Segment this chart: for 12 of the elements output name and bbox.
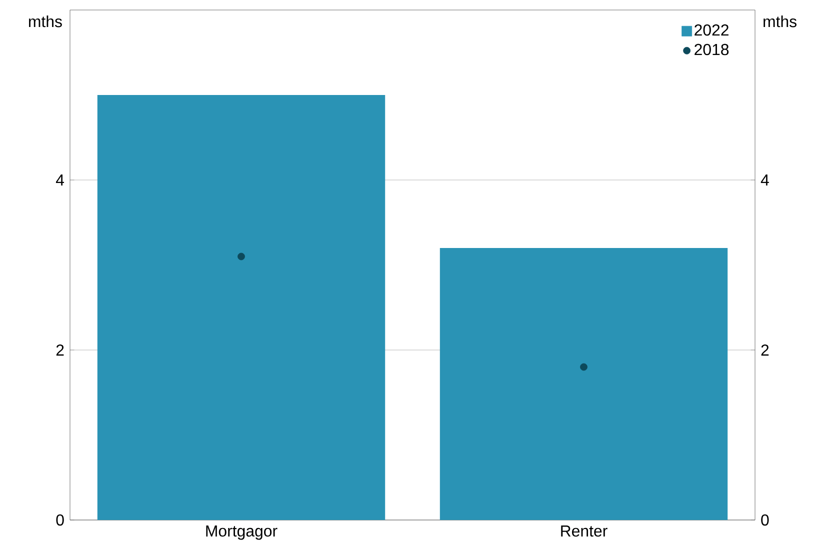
- y-tick-label: 0: [56, 514, 64, 526]
- y2-tick-label: 4: [760, 174, 769, 186]
- y-axis-title: mths: [29, 16, 62, 28]
- y2-tick-label: 2: [761, 344, 769, 356]
- x-tick-label: Mortgagor: [206, 526, 278, 540]
- legend-label: 2022: [694, 24, 728, 36]
- x-tick-label: Renter: [561, 526, 608, 537]
- y-tick-label: 4: [56, 174, 64, 186]
- y2-axis-title: mths: [764, 16, 796, 28]
- y-tick-label: 2: [56, 344, 64, 356]
- y2-tick-label: 0: [761, 514, 769, 526]
- legend-label: 2018: [694, 44, 729, 56]
